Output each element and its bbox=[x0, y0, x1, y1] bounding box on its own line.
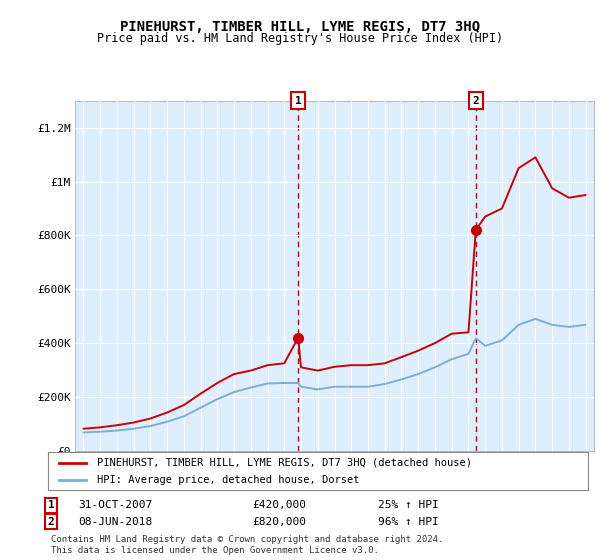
Text: 1: 1 bbox=[47, 500, 55, 510]
Text: Contains HM Land Registry data © Crown copyright and database right 2024.
This d: Contains HM Land Registry data © Crown c… bbox=[51, 535, 443, 555]
Text: 1: 1 bbox=[295, 96, 302, 106]
Text: PINEHURST, TIMBER HILL, LYME REGIS, DT7 3HQ: PINEHURST, TIMBER HILL, LYME REGIS, DT7 … bbox=[120, 20, 480, 34]
Text: £820,000: £820,000 bbox=[252, 517, 306, 527]
Text: HPI: Average price, detached house, Dorset: HPI: Average price, detached house, Dors… bbox=[97, 475, 359, 486]
Text: £420,000: £420,000 bbox=[252, 500, 306, 510]
Text: 25% ↑ HPI: 25% ↑ HPI bbox=[378, 500, 439, 510]
Text: 96% ↑ HPI: 96% ↑ HPI bbox=[378, 517, 439, 527]
Text: 2: 2 bbox=[47, 517, 55, 527]
Text: 08-JUN-2018: 08-JUN-2018 bbox=[78, 517, 152, 527]
Text: 2: 2 bbox=[472, 96, 479, 106]
Text: PINEHURST, TIMBER HILL, LYME REGIS, DT7 3HQ (detached house): PINEHURST, TIMBER HILL, LYME REGIS, DT7 … bbox=[97, 458, 472, 468]
Text: 31-OCT-2007: 31-OCT-2007 bbox=[78, 500, 152, 510]
Text: Price paid vs. HM Land Registry's House Price Index (HPI): Price paid vs. HM Land Registry's House … bbox=[97, 32, 503, 45]
